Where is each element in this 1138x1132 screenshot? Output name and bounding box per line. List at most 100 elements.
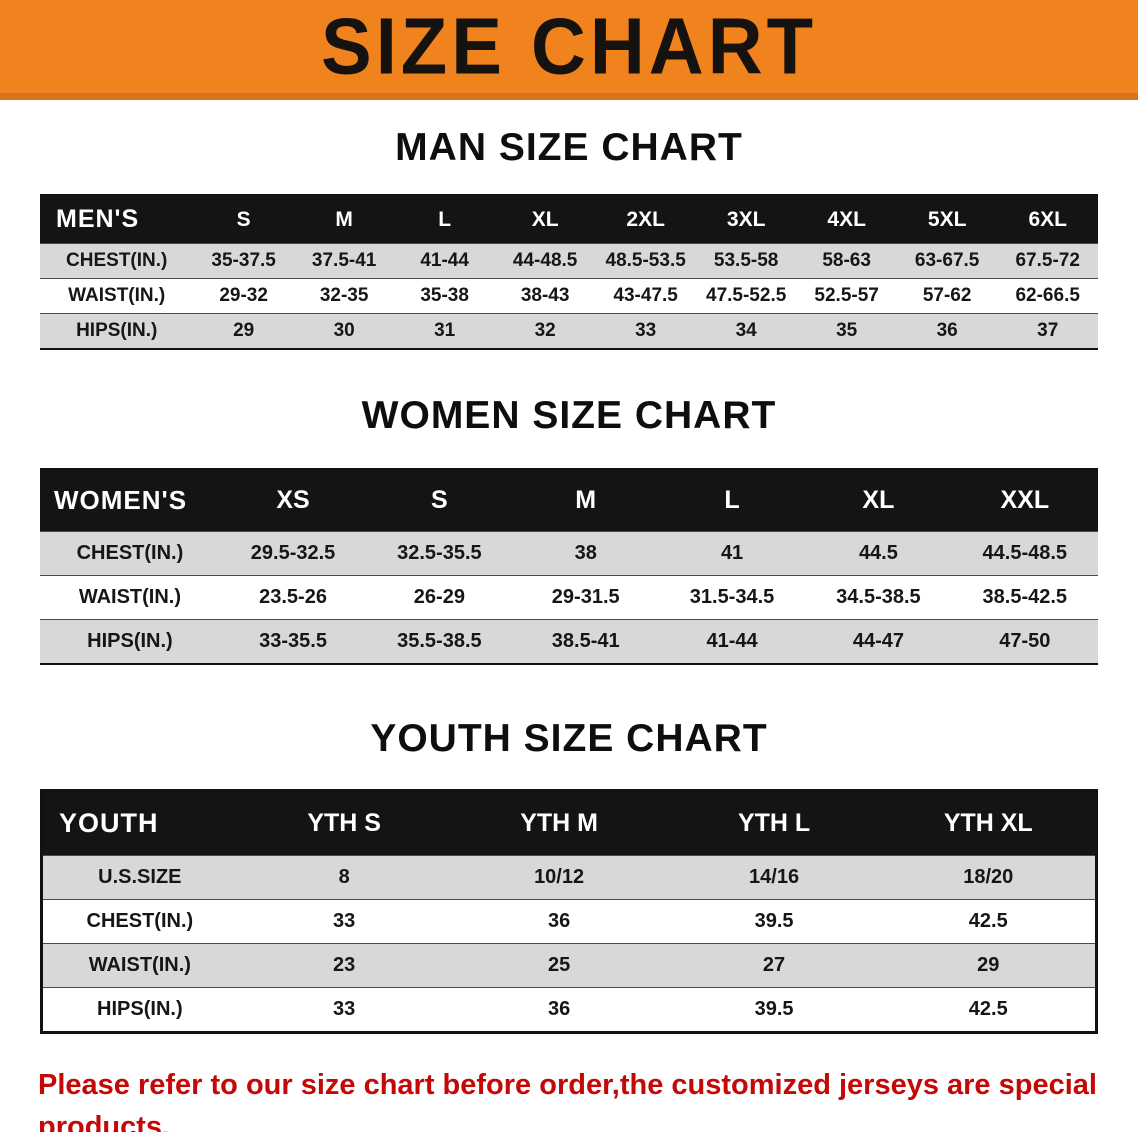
measurement-cell: 52.5-57 [796, 278, 897, 314]
measurement-row: U.S.SIZE 8 10/12 14/16 18/20 [41, 855, 1097, 900]
measurement-cell: 23 [236, 943, 452, 988]
measurement-cell: 14/16 [666, 855, 882, 900]
measurement-cell: 39.5 [666, 987, 882, 1033]
measurement-cell: 47.5-52.5 [695, 278, 797, 314]
youth-size-section: YOUTH SIZE CHART YOUTH YTH S YTH M YTH L YTH… [0, 717, 1138, 1034]
measurement-cell: 42.5 [881, 987, 1097, 1033]
table-header-row: YOUTH YTH S YTH M YTH L YTH XL [41, 790, 1097, 856]
measurement-cell: 32.5-35.5 [366, 531, 513, 576]
size-column-header: 6XL [997, 195, 1098, 244]
measurement-cell: 38-43 [494, 278, 596, 314]
measurement-row-label: WAIST(IN.) [41, 943, 237, 988]
size-column-header: 5XL [896, 195, 998, 244]
measurement-cell: 30 [293, 313, 395, 350]
footer-note: Please refer to our size chart before or… [0, 1064, 1138, 1132]
men-size-table: MEN'S S M L XL 2XL 3XL 4XL 5XL 6XL CHEST(IN.) 35-37… [40, 194, 1098, 350]
measurement-row-label: CHEST(IN.) [40, 531, 220, 576]
size-column-header: XL [805, 469, 952, 532]
measurement-row: WAIST(IN.) 23.5-26 26-29 29-31.5 31.5-34.5 34… [40, 575, 1098, 620]
measurement-cell: 41-44 [658, 619, 806, 665]
measurement-cell: 38.5-42.5 [951, 575, 1098, 620]
measurement-row: HIPS(IN.) 33-35.5 35.5-38.5 38.5-41 41-44 44-… [40, 619, 1098, 665]
women-size-table: WOMEN'S XS S M L XL XXL CHEST(IN.) 29.5-32.5 32.5… [40, 468, 1098, 665]
measurement-row: CHEST(IN.) 35-37.5 37.5-41 41-44 44-48.5 48.5… [40, 243, 1098, 279]
measurement-cell: 44.5-48.5 [951, 531, 1098, 576]
measurement-cell: 58-63 [796, 243, 897, 279]
measurement-cell: 32-35 [293, 278, 395, 314]
measurement-cell: 57-62 [896, 278, 998, 314]
table-header-row: WOMEN'S XS S M L XL XXL [40, 469, 1098, 532]
measurement-cell: 39.5 [666, 899, 882, 944]
measurement-cell: 67.5-72 [997, 243, 1098, 279]
measurement-row-label: HIPS(IN.) [41, 987, 237, 1033]
measurement-cell: 41 [658, 531, 806, 576]
measurement-cell: 31.5-34.5 [658, 575, 806, 620]
measurement-cell: 42.5 [881, 899, 1097, 944]
measurement-cell: 35 [796, 313, 897, 350]
size-column-header: XXL [951, 469, 1098, 532]
table-corner-label: YOUTH [41, 790, 237, 856]
youth-size-chart-heading: YOUTH SIZE CHART [370, 717, 768, 760]
measurement-cell: 33 [595, 313, 696, 350]
measurement-cell: 41-44 [394, 243, 495, 279]
size-column-header: L [394, 195, 495, 244]
size-column-header: S [193, 195, 294, 244]
banner: SIZE CHART [0, 0, 1138, 100]
measurement-cell: 29.5-32.5 [219, 531, 367, 576]
measurement-cell: 18/20 [881, 855, 1097, 900]
measurement-row: HIPS(IN.) 33 36 39.5 42.5 [41, 987, 1097, 1033]
measurement-cell: 34.5-38.5 [805, 575, 952, 620]
measurement-cell: 29 [881, 943, 1097, 988]
measurement-row-label: WAIST(IN.) [40, 278, 194, 314]
measurement-cell: 26-29 [366, 575, 513, 620]
measurement-cell: 44-47 [805, 619, 952, 665]
measurement-cell: 8 [236, 855, 452, 900]
size-column-header: XS [219, 469, 367, 532]
size-column-header: YTH M [451, 790, 667, 856]
measurement-row-label: U.S.SIZE [41, 855, 237, 900]
measurement-row-label: HIPS(IN.) [40, 313, 194, 350]
measurement-row-label: CHEST(IN.) [41, 899, 237, 944]
table-header-row: MEN'S S M L XL 2XL 3XL 4XL 5XL 6XL [40, 195, 1098, 244]
measurement-cell: 32 [494, 313, 596, 350]
measurement-row-label: WAIST(IN.) [40, 575, 220, 620]
measurement-cell: 33-35.5 [219, 619, 367, 665]
footer-note-line-1: Please refer to our size chart before or… [38, 1069, 1097, 1132]
banner-title: SIZE CHART [321, 1, 817, 91]
measurement-cell: 23.5-26 [219, 575, 367, 620]
measurement-cell: 27 [666, 943, 882, 988]
measurement-row: WAIST(IN.) 23 25 27 29 [41, 943, 1097, 988]
size-column-header: 4XL [796, 195, 897, 244]
measurement-cell: 47-50 [951, 619, 1098, 665]
measurement-cell: 63-67.5 [896, 243, 998, 279]
size-column-header: XL [494, 195, 596, 244]
measurement-cell: 10/12 [451, 855, 667, 900]
measurement-cell: 33 [236, 987, 452, 1033]
measurement-row: HIPS(IN.) 29 30 31 32 33 34 35 36 37 [40, 313, 1098, 350]
measurement-cell: 37.5-41 [293, 243, 395, 279]
measurement-cell: 53.5-58 [695, 243, 797, 279]
measurement-cell: 29-32 [193, 278, 294, 314]
measurement-cell: 29-31.5 [512, 575, 659, 620]
measurement-cell: 31 [394, 313, 495, 350]
men-size-section: MAN SIZE CHART MEN'S S M L XL 2XL 3XL 4XL 5XL 6XL… [0, 126, 1138, 350]
size-column-header: YTH S [236, 790, 452, 856]
measurement-cell: 36 [451, 987, 667, 1033]
size-column-header: M [293, 195, 395, 244]
measurement-cell: 62-66.5 [997, 278, 1098, 314]
measurement-cell: 48.5-53.5 [595, 243, 696, 279]
measurement-cell: 44.5 [805, 531, 952, 576]
measurement-row: CHEST(IN.) 29.5-32.5 32.5-35.5 38 41 44.5 44.5… [40, 531, 1098, 576]
size-column-header: YTH L [666, 790, 882, 856]
measurement-row: CHEST(IN.) 33 36 39.5 42.5 [41, 899, 1097, 944]
measurement-row-label: HIPS(IN.) [40, 619, 220, 665]
measurement-row-label: CHEST(IN.) [40, 243, 194, 279]
size-column-header: YTH XL [881, 790, 1097, 856]
table-corner-label: WOMEN'S [40, 469, 220, 532]
size-column-header: 3XL [695, 195, 797, 244]
size-column-header: L [658, 469, 806, 532]
measurement-row: WAIST(IN.) 29-32 32-35 35-38 38-43 43-47.5 47.… [40, 278, 1098, 314]
measurement-cell: 38 [512, 531, 659, 576]
measurement-cell: 35-37.5 [193, 243, 294, 279]
